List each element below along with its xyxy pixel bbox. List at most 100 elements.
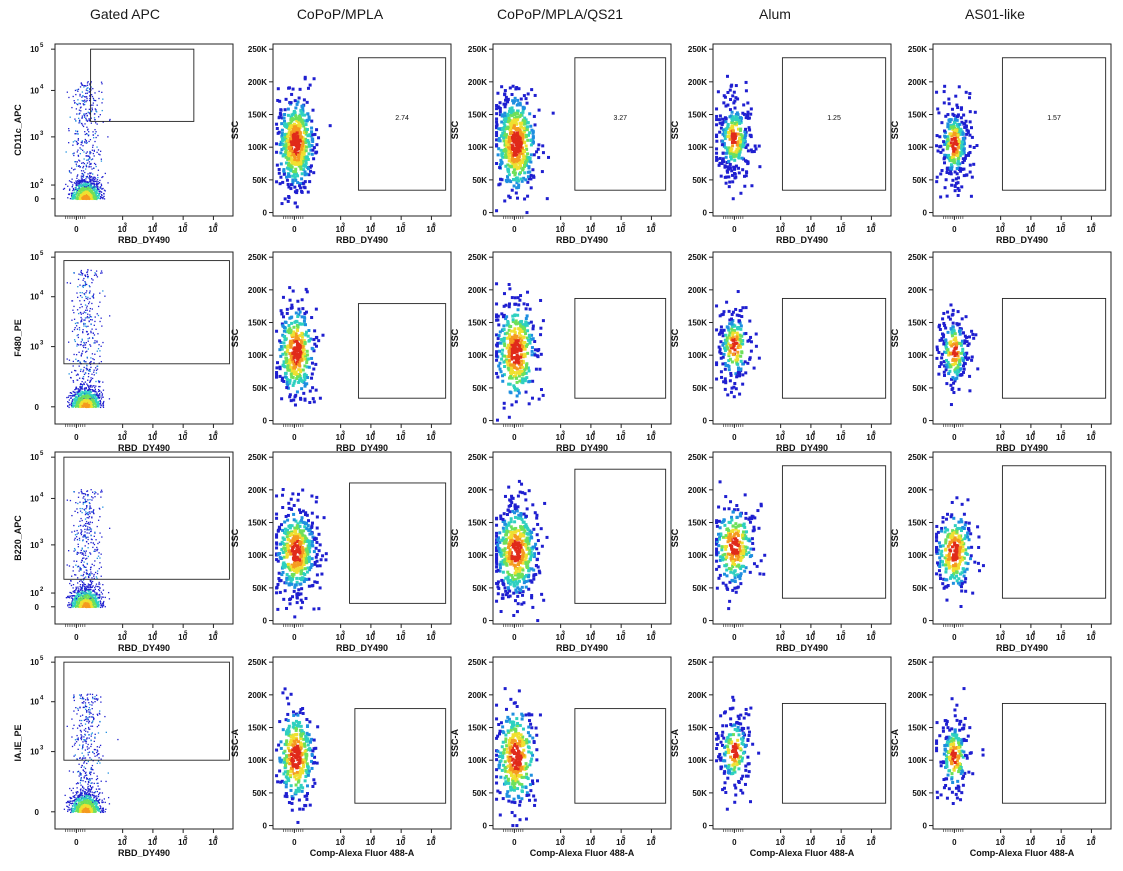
x-axis-label: RBD_DY490	[556, 643, 608, 653]
tick-label: 10	[776, 838, 785, 847]
tick-label: 10	[366, 433, 375, 442]
tick-label: 50K	[692, 176, 707, 185]
tick-label: 10	[996, 225, 1005, 234]
x-axis-label: RBD_DY490	[556, 443, 608, 453]
tick-exponent: 4	[812, 836, 816, 842]
tick-label: 10	[366, 633, 375, 642]
tick-label: 50K	[472, 584, 487, 593]
tick-label: 10	[866, 225, 875, 234]
event-dots	[715, 695, 761, 811]
gate-rect	[354, 708, 447, 804]
y-axis: 0 50K 100K 150K 200K 250K	[908, 658, 933, 831]
tick-exponent: 5	[402, 223, 406, 229]
tick-label: 10	[30, 253, 39, 262]
tick-label: 150K	[248, 111, 267, 120]
tick-exponent: 6	[432, 836, 436, 842]
tick-label: 0	[483, 209, 488, 218]
tick-label: 10	[336, 633, 345, 642]
tick-label: 0	[923, 617, 928, 626]
tick-label: 150K	[908, 724, 927, 733]
gate-rect	[63, 456, 230, 580]
tick-label: 10	[556, 633, 565, 642]
tick-label: 150K	[248, 319, 267, 328]
y-axis: 0 50K 100K 150K 200K 250K	[248, 253, 273, 426]
x-axis-label: RBD_DY490	[118, 643, 170, 653]
tick-label: 0	[732, 633, 737, 642]
tick-label: 10	[30, 133, 39, 142]
tick-label: 10	[776, 225, 785, 234]
tick-exponent: 4	[40, 291, 44, 297]
tick-label: 0	[292, 433, 297, 442]
tick-label: 250K	[688, 253, 707, 262]
y-axis-label: SSC	[450, 120, 460, 139]
tick-exponent: 3	[40, 341, 44, 347]
tick-label: 10	[208, 225, 217, 234]
tick-exponent: 3	[782, 223, 786, 229]
y-axis: 0 50K 100K 150K 200K 250K	[908, 453, 933, 626]
tick-label: 250K	[688, 658, 707, 667]
tick-label: 0	[74, 225, 79, 234]
tick-label: 10	[1056, 838, 1065, 847]
tick-label: 10	[776, 633, 785, 642]
tick-label: 0	[483, 417, 488, 426]
tick-exponent: 6	[1092, 631, 1096, 637]
y-axis-label: SSC	[230, 120, 240, 139]
event-dots	[715, 480, 767, 611]
y-axis-label: IA.IE_PE	[13, 724, 23, 761]
flow-plot-r0-c1: 2.740 103 104 105 106RBD_DY490050K100K150K20…	[230, 43, 452, 245]
tick-label: 10	[616, 838, 625, 847]
tick-label: 10	[556, 225, 565, 234]
y-axis-label: SSC	[670, 528, 680, 547]
tick-exponent: 3	[562, 631, 566, 637]
tick-exponent: 4	[812, 431, 816, 437]
tick-label: 200K	[468, 486, 487, 495]
tick-exponent: 3	[342, 431, 346, 437]
tick-label: 10	[806, 838, 815, 847]
tick-label: 10	[178, 225, 187, 234]
x-axis: 0 103 104 105 106	[943, 216, 1096, 234]
tick-label: 200K	[248, 78, 267, 87]
tick-exponent: 6	[214, 631, 218, 637]
tick-exponent: 6	[1092, 223, 1096, 229]
x-axis-label: RBD_DY490	[336, 643, 388, 653]
gate-percent: 3.27	[613, 115, 627, 122]
event-dots	[275, 75, 332, 209]
tick-label: 10	[1026, 225, 1035, 234]
tick-label: 10	[646, 838, 655, 847]
tick-label: 100K	[468, 351, 487, 360]
tick-exponent: 6	[432, 631, 436, 637]
tick-exponent: 6	[432, 431, 436, 437]
tick-label: 150K	[248, 724, 267, 733]
tick-label: 0	[952, 225, 957, 234]
tick-exponent: 5	[842, 836, 846, 842]
gate-rect	[781, 297, 887, 399]
column-title-4: AS01-like	[965, 6, 1025, 22]
tick-label: 200K	[908, 486, 927, 495]
gate-rect	[90, 48, 195, 122]
event-dots	[63, 693, 119, 814]
tick-label: 0	[703, 822, 708, 831]
x-axis: 0 103 104 105 106	[723, 424, 876, 442]
tick-label: 100K	[688, 143, 707, 152]
gate-rect	[781, 465, 887, 599]
tick-label: 0	[483, 822, 488, 831]
tick-label: 10	[556, 433, 565, 442]
tick-exponent: 4	[154, 431, 158, 437]
tick-label: 10	[208, 433, 217, 442]
y-axis: 0 50K 100K 150K 200K 250K	[688, 45, 713, 218]
tick-exponent: 6	[214, 836, 218, 842]
event-dots	[275, 286, 325, 407]
gate-rect	[357, 57, 447, 191]
tick-label: 150K	[468, 111, 487, 120]
tick-label: 250K	[468, 45, 487, 54]
tick-label: 150K	[248, 519, 267, 528]
flow-plot-r0-c4: 1.570 103 104 105 106RBD_DY490050K100K150K20…	[890, 43, 1112, 245]
tick-label: 10	[616, 225, 625, 234]
tick-label: 0	[923, 209, 928, 218]
gate-rect	[1001, 702, 1107, 804]
plot-frame	[54, 451, 234, 625]
tick-label: 10	[426, 225, 435, 234]
x-axis: 0 103 104 105 106	[65, 424, 218, 442]
